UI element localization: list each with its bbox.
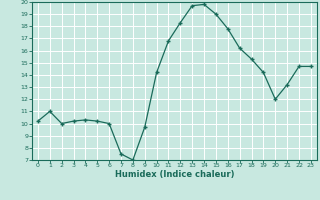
X-axis label: Humidex (Indice chaleur): Humidex (Indice chaleur) <box>115 170 234 179</box>
